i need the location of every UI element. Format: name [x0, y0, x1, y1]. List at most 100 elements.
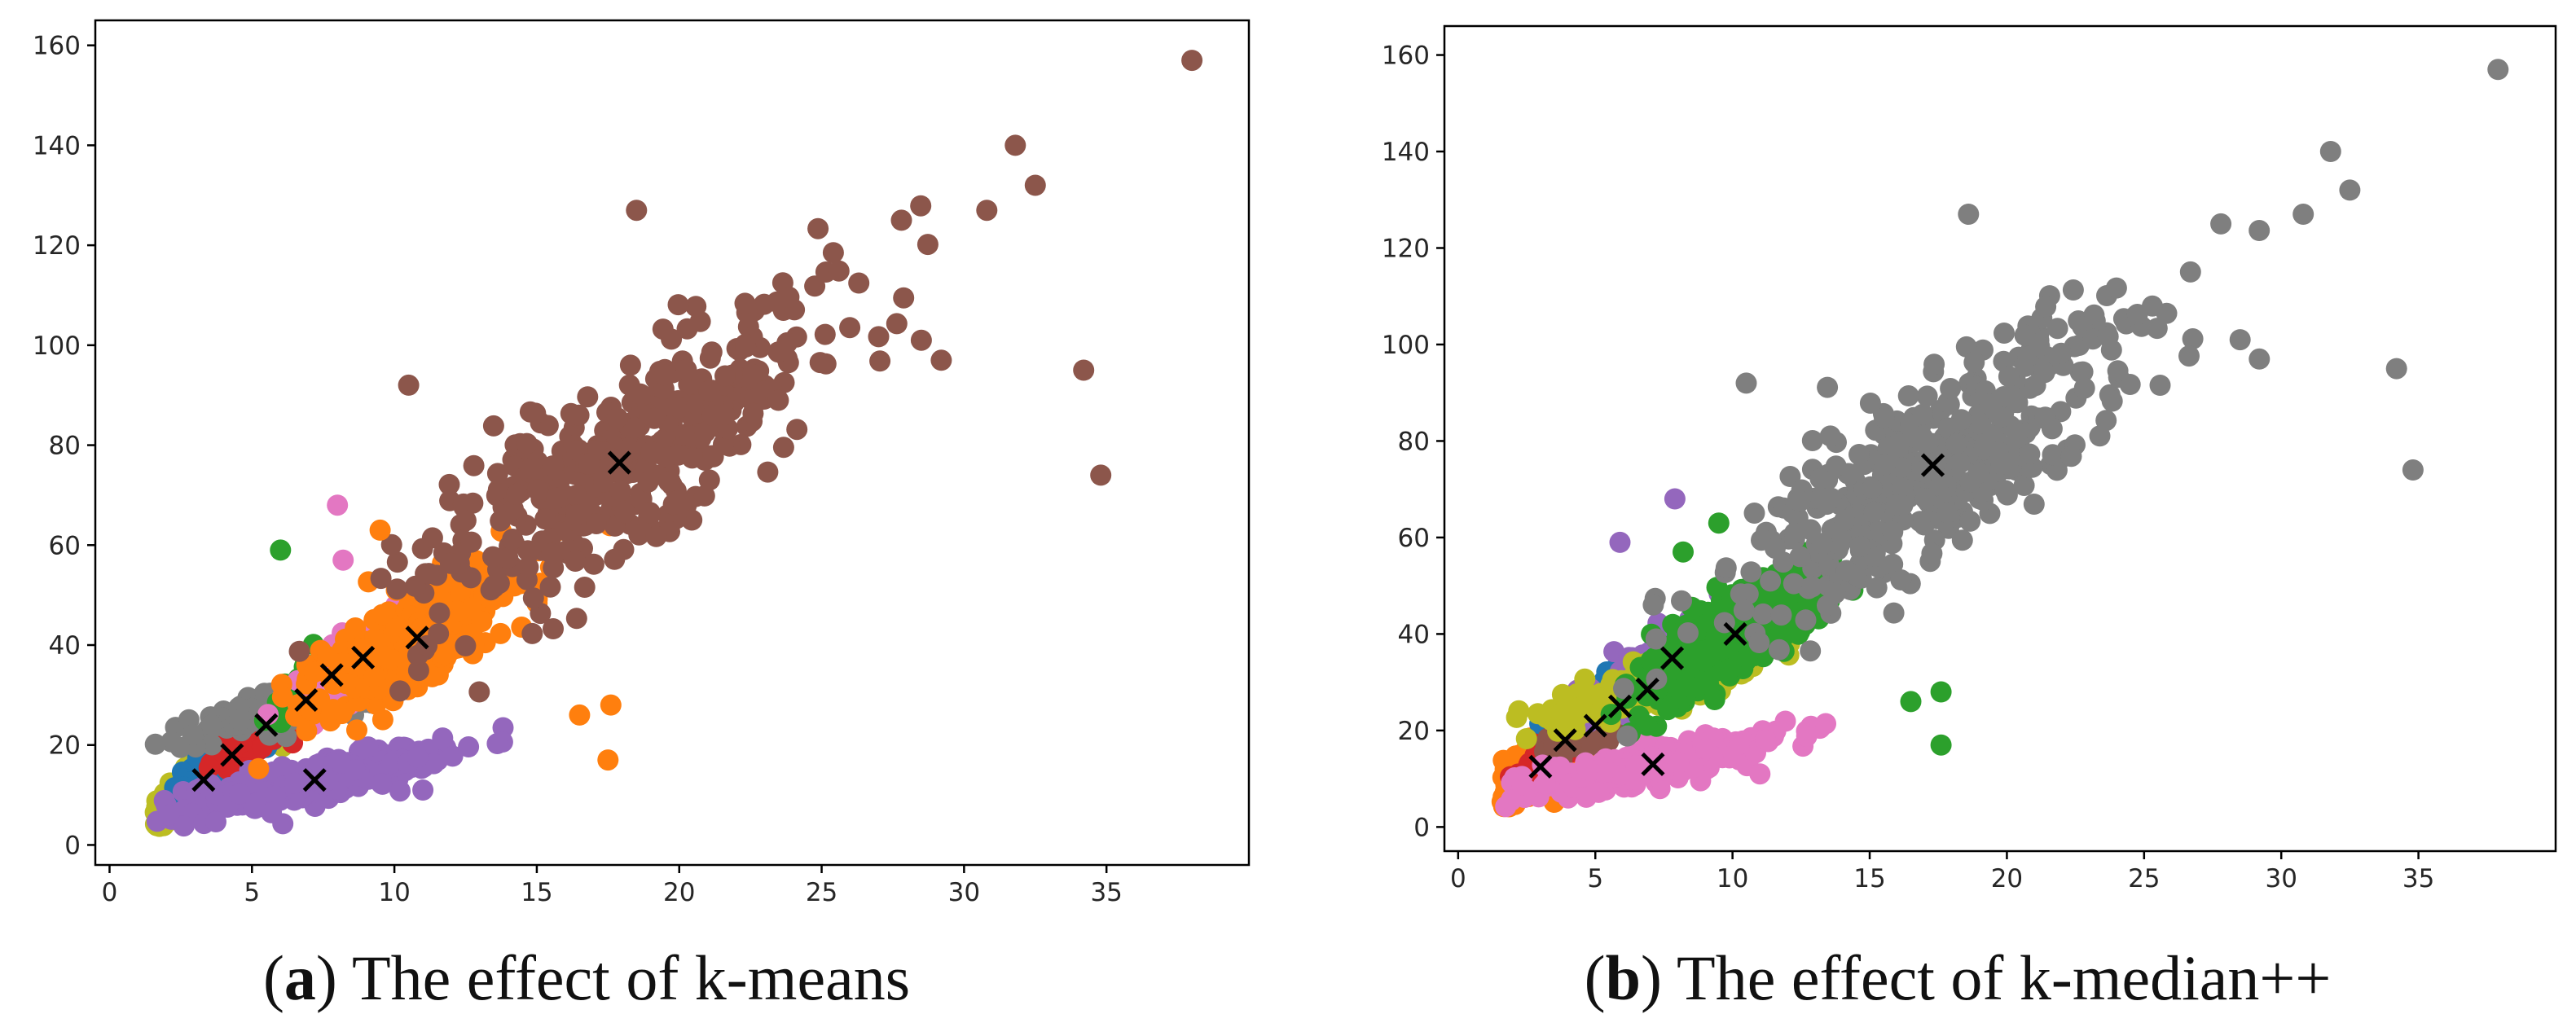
scatter-point: [201, 734, 222, 756]
scatter-point: [486, 733, 508, 754]
scatter-point: [490, 622, 512, 644]
scatter-point: [1800, 640, 1822, 662]
scatter-point: [1811, 533, 1833, 555]
scatter-point: [600, 694, 622, 716]
scatter-point: [506, 483, 528, 505]
scatter-point: [2178, 345, 2200, 367]
y-tick-label: 60: [1398, 524, 1430, 553]
scatter-point: [2126, 304, 2148, 325]
scatter-point: [1657, 699, 1679, 721]
scatter-point: [1909, 511, 1931, 533]
scatter-point: [1181, 50, 1203, 72]
scatter-point: [363, 666, 385, 687]
scatter-point: [160, 731, 182, 753]
scatter-point: [158, 804, 180, 826]
scatter-point: [742, 402, 764, 424]
scatter-point: [1891, 457, 1913, 478]
scatter-point: [786, 419, 808, 441]
caption-a-text: The effect of k-means: [352, 942, 910, 1013]
scatter-point: [886, 313, 908, 335]
scatter-point: [1930, 734, 1952, 756]
scatter-point: [1736, 647, 1758, 669]
scatter-point: [2182, 328, 2204, 349]
panel-a-centroids: [191, 450, 631, 792]
scatter-point: [565, 551, 587, 572]
scatter-point: [1801, 430, 1823, 451]
scatter-point: [1949, 452, 1971, 474]
scatter-point: [626, 200, 648, 222]
scatter-point: [452, 493, 474, 515]
scatter-point: [1866, 577, 1888, 599]
scatter-point: [1733, 599, 1755, 621]
x-tick-label: 5: [1587, 864, 1603, 893]
y-tick-label: 120: [1382, 235, 1430, 264]
scatter-point: [1883, 602, 1905, 624]
x-tick-label: 35: [1090, 878, 1122, 907]
scatter-point: [1963, 352, 1985, 373]
scatter-point: [502, 529, 524, 550]
scatter-point: [1863, 501, 1885, 523]
scatter-point: [482, 546, 503, 568]
scatter-point: [2101, 390, 2123, 412]
scatter-point: [597, 749, 619, 771]
x-tick-label: 20: [1991, 864, 2023, 893]
scatter-point: [421, 527, 443, 549]
scatter-point: [1616, 725, 1638, 747]
scatter-point: [369, 519, 391, 541]
scatter-point: [1515, 728, 1537, 749]
scatter-point: [1645, 628, 1667, 650]
scatter-point: [327, 494, 349, 516]
scatter-point: [1752, 603, 1774, 625]
scatter-point: [460, 531, 482, 553]
scatter-point: [694, 421, 716, 443]
scatter-point: [2006, 427, 2028, 449]
scatter-point: [482, 415, 504, 437]
scatter-point: [675, 358, 697, 380]
scatter-point: [371, 709, 393, 731]
scatter-point: [1588, 781, 1610, 803]
scatter-point: [357, 736, 379, 758]
y-tick-label: 20: [1398, 717, 1430, 746]
scatter-point: [1849, 535, 1871, 557]
scatter-point: [144, 733, 166, 755]
caption-b-letter: b: [1606, 942, 1641, 1013]
scatter-point: [423, 753, 445, 775]
scatter-point: [772, 437, 794, 459]
centroid-marker: [1553, 728, 1577, 753]
scatter-point: [2105, 277, 2127, 299]
scatter-point: [702, 445, 723, 467]
scatter-point: [543, 618, 564, 639]
scatter-point: [662, 494, 684, 516]
scatter-point: [1835, 560, 1857, 582]
scatter-point: [1900, 691, 1922, 713]
scatter-point: [389, 680, 411, 702]
scatter-point: [1910, 460, 1932, 482]
scatter-point: [284, 772, 306, 794]
scatter-point: [546, 487, 568, 509]
x-tick-label: 30: [948, 878, 980, 907]
panel-a-cluster-purple: [146, 717, 514, 837]
scatter-point: [699, 347, 721, 369]
y-tick-label: 100: [33, 331, 81, 361]
panel-a-outliers: [270, 50, 1203, 801]
scatter-point: [1885, 494, 1907, 516]
scatter-point: [1506, 706, 1528, 728]
scatter-point: [245, 792, 267, 814]
scatter-point: [488, 573, 510, 595]
scatter-point: [685, 296, 707, 318]
scatter-point: [1921, 542, 1943, 564]
scatter-point: [640, 441, 662, 463]
scatter-point: [565, 504, 587, 525]
scatter-point: [1681, 677, 1703, 699]
centroid-marker: [1583, 713, 1607, 738]
scatter-point: [1636, 714, 1658, 736]
scatter-point: [586, 513, 607, 534]
scatter-point: [645, 525, 667, 547]
caption-b-text: The effect of k-median++: [1677, 942, 2331, 1013]
scatter-point: [930, 349, 952, 371]
scatter-point: [380, 533, 402, 555]
scatter-point: [2072, 361, 2094, 383]
scatter-point: [1861, 477, 1883, 499]
scatter-point: [2023, 494, 2045, 515]
scatter-point: [468, 681, 490, 703]
